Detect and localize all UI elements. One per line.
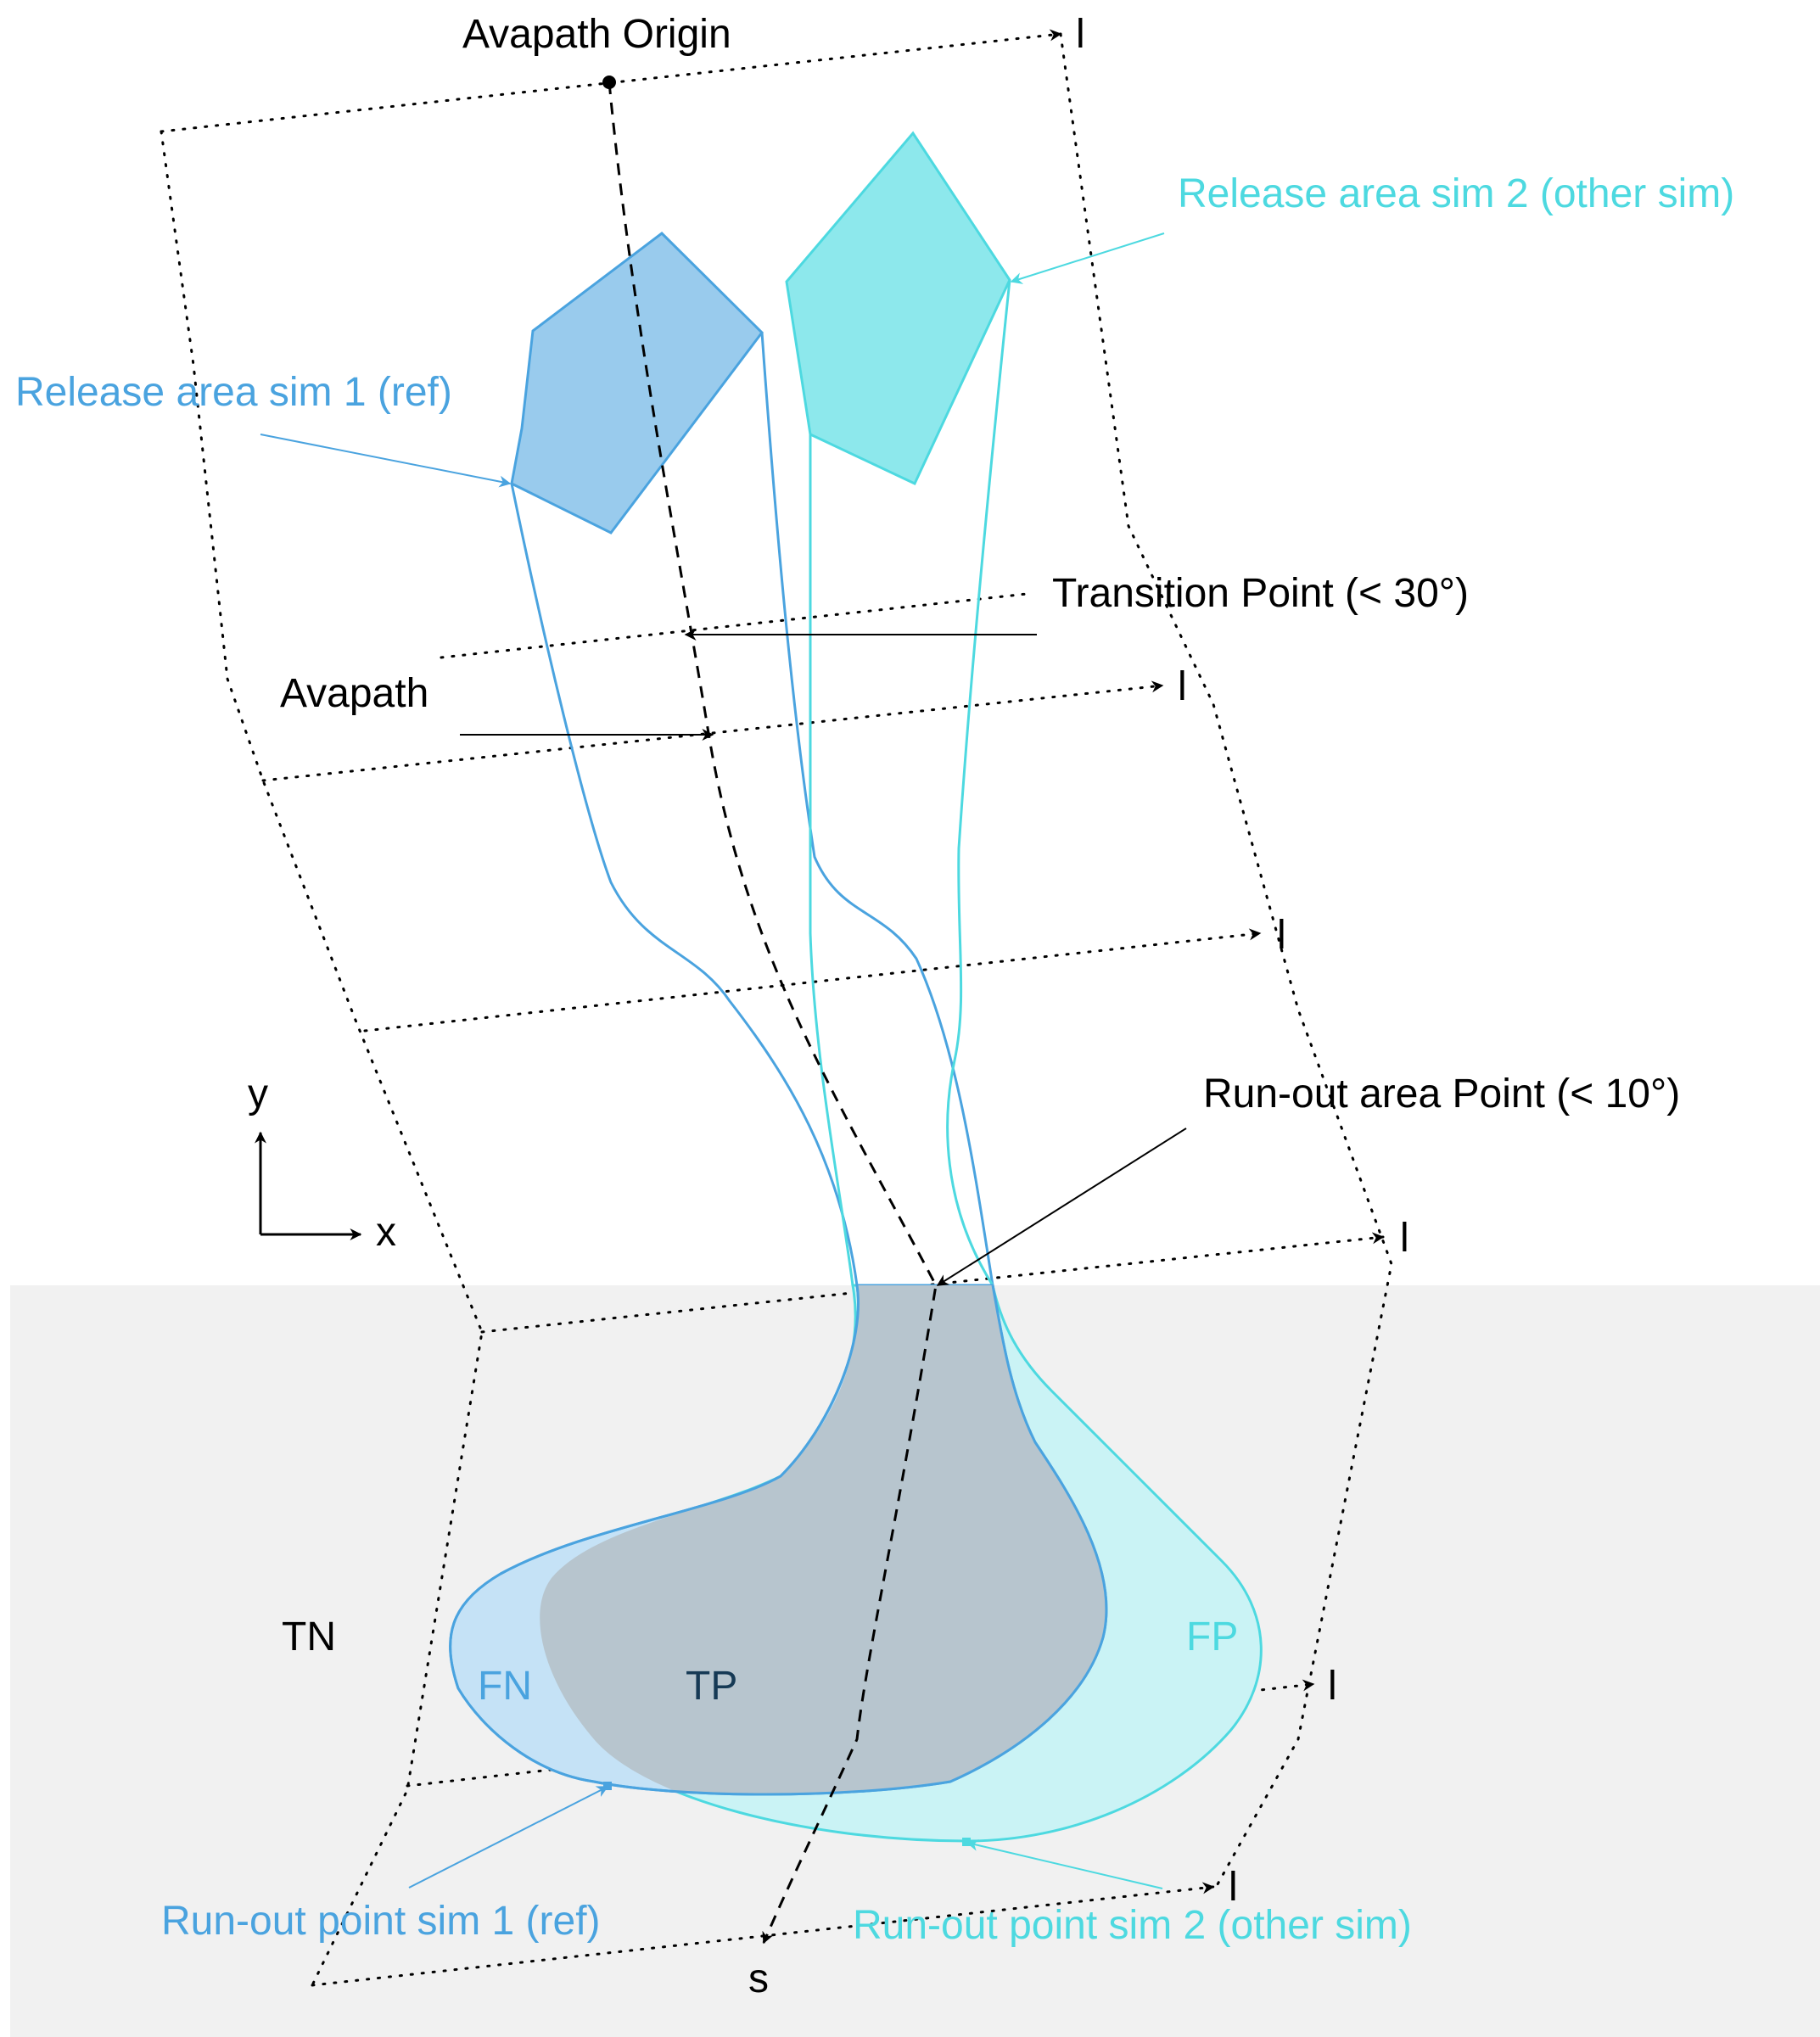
tp-label: TP <box>686 1664 737 1709</box>
runout-area-point-label: Run-out area Point (< 10°) <box>1203 1072 1680 1116</box>
release-sim2-arrow <box>1010 232 1165 284</box>
flow-outline-sim2-left <box>809 434 854 1286</box>
flow-outline-sim2-right <box>946 279 1011 1286</box>
runout-sim1-label: Run-out point sim 1 (ref) <box>161 1899 601 1944</box>
axis-indicator <box>255 1131 362 1240</box>
y-axis-label: y <box>248 1072 268 1116</box>
l-marker-6: l <box>1229 1865 1238 1910</box>
release-sim1-label: Release area sim 1 (ref) <box>15 370 452 415</box>
l-marker-2: l <box>1178 664 1187 709</box>
runout-sim2-arrow <box>966 1839 1163 1889</box>
release-area-sim1 <box>510 232 764 534</box>
s-axis-label: s <box>748 1956 769 2001</box>
grid-line-3 <box>363 928 1262 1032</box>
avapath-line <box>608 81 938 1945</box>
l-marker-4: l <box>1400 1216 1409 1261</box>
runout-area-point-arrow <box>936 1128 1187 1286</box>
avapath-label: Avapath <box>280 671 428 716</box>
avapath-origin-dot <box>602 76 616 89</box>
tn-label: TN <box>282 1614 336 1659</box>
l-marker-3: l <box>1277 913 1286 958</box>
x-axis-label: x <box>376 1210 396 1255</box>
runout-sim2-label: Run-out point sim 2 (other sim) <box>853 1903 1412 1948</box>
grid-line-transition <box>440 592 1028 659</box>
flow-outline-sim1-right <box>760 332 994 1286</box>
l-marker-1: l <box>1076 12 1085 57</box>
transition-point-label: Transition Point (< 30°) <box>1052 571 1469 616</box>
release-sim1-arrow <box>260 434 512 488</box>
flow-outline-sim1-left <box>510 483 859 1286</box>
runout-sim1-arrow <box>408 1786 609 1889</box>
runout-point-sim1-marker <box>603 1782 612 1790</box>
grid-right-boundary <box>1059 32 1393 1894</box>
grid-left-boundary <box>160 130 484 1987</box>
runout-point-sim2-marker <box>962 1838 971 1846</box>
release-area-sim2 <box>785 131 1011 485</box>
release-sim2-label: Release area sim 2 (other sim) <box>1178 171 1734 216</box>
fn-label: FN <box>478 1664 532 1709</box>
fp-label: FP <box>1186 1614 1238 1659</box>
l-marker-5: l <box>1328 1664 1337 1709</box>
avapath-origin-label: Avapath Origin <box>462 12 731 57</box>
